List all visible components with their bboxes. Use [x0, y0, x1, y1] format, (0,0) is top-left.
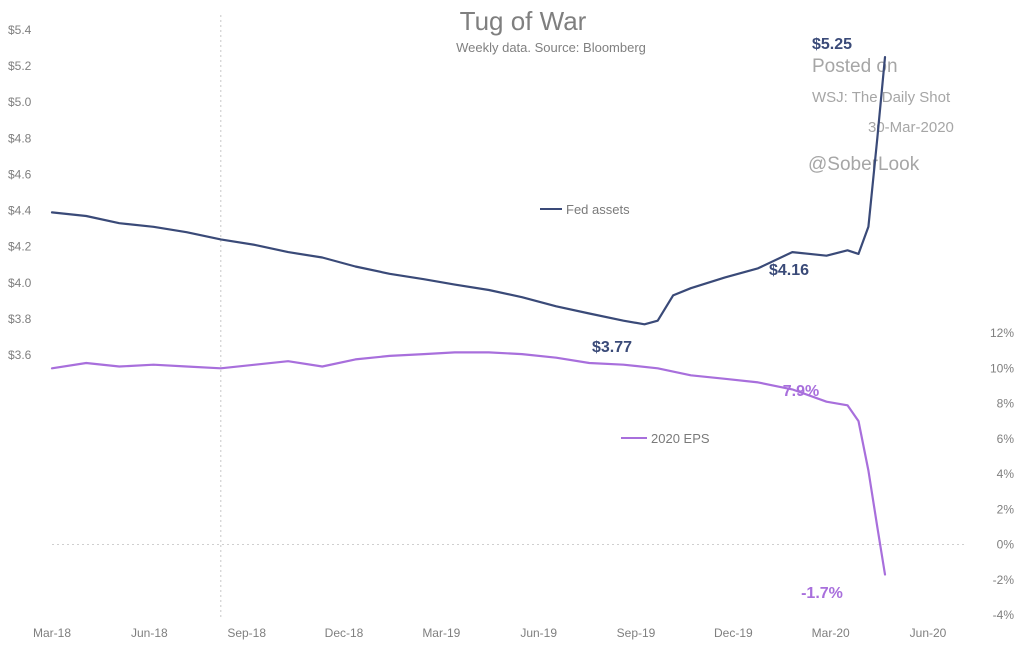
x-tick-label: Mar-19: [422, 626, 460, 640]
chart-title: Tug of War: [460, 6, 587, 36]
x-tick-label: Jun-20: [910, 626, 947, 640]
legend-2020-eps-label: 2020 EPS: [651, 431, 710, 446]
annotation-eps-feb: 7.9%: [783, 383, 819, 400]
x-tick-label: Jun-19: [520, 626, 557, 640]
x-tick-label: Jun-18: [131, 626, 168, 640]
left-tick-label: $5.4: [8, 23, 32, 37]
right-tick-label: 12%: [990, 326, 1014, 340]
annotation-fed-peak: $5.25: [812, 36, 852, 53]
x-tick-label: Sep-18: [227, 626, 266, 640]
x-axis: Mar-18 Jun-18 Sep-18 Dec-18 Mar-19 Jun-19 Sep-…: [33, 626, 947, 640]
right-tick-label: 2%: [997, 502, 1015, 516]
left-tick-label: $4.4: [8, 204, 32, 218]
right-tick-label: 10%: [990, 361, 1014, 375]
left-axis: $3.6 $3.8 $4.0 $4.2 $4.4 $4.6 $4.8 $5.0 $5.2 $5.4: [8, 23, 32, 362]
left-tick-label: $4.2: [8, 240, 32, 254]
left-tick-label: $4.6: [8, 167, 32, 181]
x-tick-label: Dec-18: [325, 626, 364, 640]
annotation-fed-feb: $4.16: [769, 262, 809, 279]
right-axis: -4% -2% 0% 2% 4% 6% 8% 10% 12%: [990, 326, 1014, 622]
right-tick-label: 0%: [997, 538, 1015, 552]
annotation-eps-last: -1.7%: [801, 585, 843, 602]
right-tick-label: 6%: [997, 432, 1015, 446]
right-tick-label: -2%: [993, 573, 1015, 587]
left-tick-label: $5.0: [8, 95, 32, 109]
chart-subtitle: Weekly data. Source: Bloomberg: [456, 40, 646, 55]
x-tick-label: Mar-20: [812, 626, 850, 640]
left-tick-label: $3.8: [8, 312, 32, 326]
legend-2020-eps: 2020 EPS: [621, 431, 710, 446]
series-layer: [50, 55, 887, 576]
watermark-line3: 30-Mar-2020: [868, 119, 954, 136]
watermark: Posted on WSJ: The Daily Shot 30-Mar-202…: [808, 56, 954, 175]
series-line-fed-assets: [50, 55, 887, 326]
annotation-fed-low: $3.77: [592, 339, 632, 356]
x-tick-label: Dec-19: [714, 626, 753, 640]
series-line-2020-eps: [50, 351, 887, 576]
right-tick-label: -4%: [993, 608, 1015, 622]
x-tick-label: Sep-19: [617, 626, 656, 640]
right-tick-label: 4%: [997, 467, 1015, 481]
legend-fed-assets-label: Fed assets: [566, 202, 630, 217]
right-tick-label: 8%: [997, 397, 1015, 411]
x-tick-label: Mar-18: [33, 626, 71, 640]
left-tick-label: $4.8: [8, 131, 32, 145]
left-tick-label: $3.6: [8, 348, 32, 362]
watermark-line4: @SoberLook: [808, 154, 920, 175]
annotations: $5.25 $4.16 $3.77 7.9% -1.7%: [592, 36, 852, 602]
legend-fed-assets: Fed assets: [540, 202, 630, 217]
watermark-line1: Posted on: [812, 56, 898, 77]
left-tick-label: $5.2: [8, 59, 32, 73]
left-tick-label: $4.0: [8, 276, 32, 290]
